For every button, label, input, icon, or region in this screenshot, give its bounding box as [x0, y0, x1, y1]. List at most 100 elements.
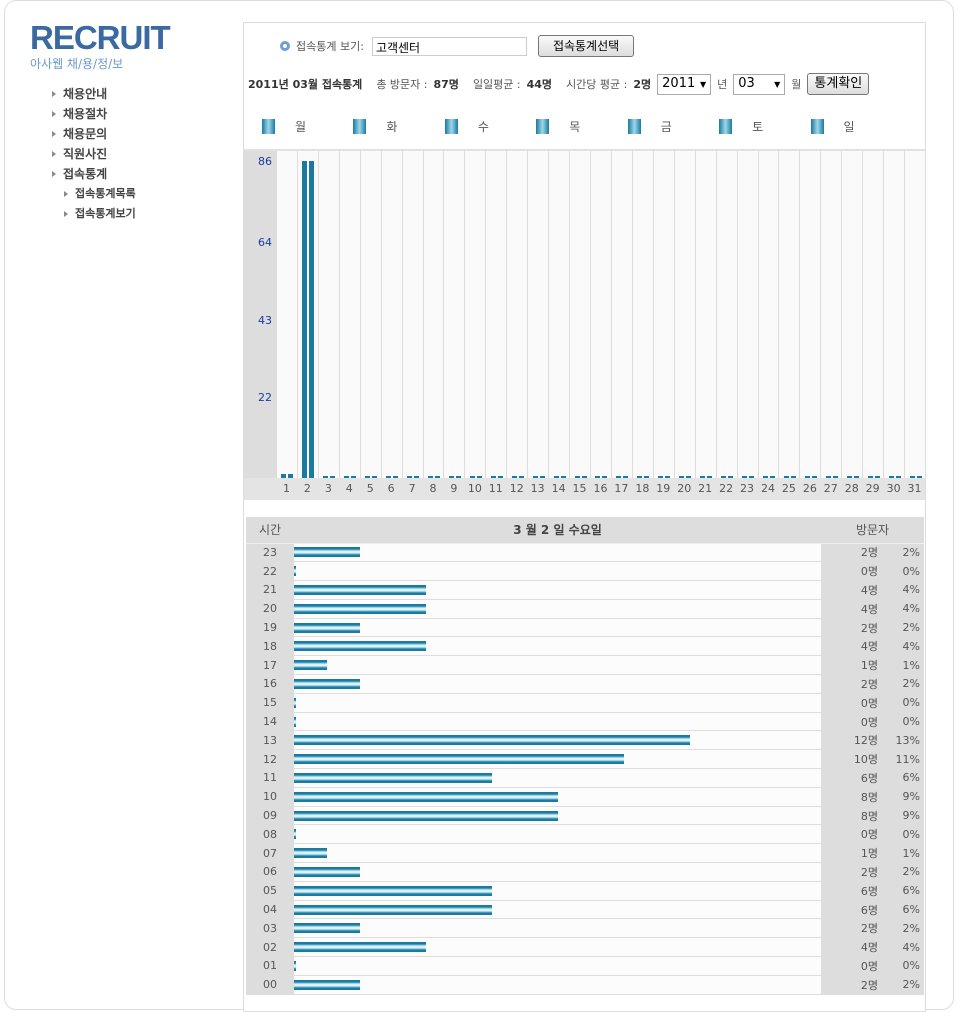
x-tick-label: 14 [551, 482, 566, 495]
pct-cell: 4% [882, 580, 924, 600]
hour-row: 00 2명 2% [246, 975, 924, 995]
day-bar[interactable] [721, 476, 734, 478]
day-bar[interactable] [386, 476, 399, 478]
day-bar[interactable] [846, 476, 859, 478]
hour-cell: 04 [246, 900, 294, 920]
y-tick-label: 43 [258, 313, 272, 327]
legend-label: 수 [477, 120, 489, 134]
day-bar[interactable] [742, 476, 755, 478]
nav-item-stats-view[interactable]: 접속통계보기 [64, 204, 136, 224]
day-bar[interactable] [302, 161, 315, 478]
hour-bar [294, 622, 360, 633]
day-bar[interactable] [365, 476, 378, 478]
day-bar[interactable] [428, 476, 440, 478]
day-column [317, 151, 339, 478]
confirm-stats-button[interactable]: 통계확인 [807, 73, 870, 95]
count-cell: 0명 [821, 824, 882, 845]
radio-view-stats[interactable] [280, 41, 290, 51]
day-bar[interactable] [407, 476, 420, 478]
nav-item-recruit-process[interactable]: 채용절차 [52, 104, 136, 124]
count-cell: 1명 [821, 655, 882, 676]
year-select[interactable]: 2011 [657, 73, 712, 95]
day-column [569, 151, 591, 478]
day-column [862, 151, 884, 478]
month-select[interactable]: 03 [733, 73, 786, 95]
bar-cell [294, 843, 821, 864]
hour-cell: 20 [246, 599, 294, 619]
hour-cell: 19 [246, 618, 294, 638]
x-tick-label: 10 [467, 482, 482, 495]
day-bar[interactable] [553, 476, 566, 478]
x-tick-label: 16 [593, 482, 608, 495]
hour-row: 04 6명 6% [246, 900, 924, 920]
nav-item-staff-photos[interactable]: 직원사진 [52, 144, 136, 164]
day-bar[interactable] [344, 476, 357, 478]
x-tick-label: 4 [345, 482, 353, 495]
hour-bar [294, 697, 296, 708]
day-bar[interactable] [909, 476, 922, 478]
pct-cell: 1% [882, 655, 924, 676]
day-bar[interactable] [511, 476, 524, 478]
count-cell: 2명 [821, 862, 882, 882]
day-bar[interactable] [616, 476, 629, 478]
day-bar[interactable] [783, 476, 796, 478]
hour-row: 11 6명 6% [246, 768, 924, 788]
pct-cell: 13% [882, 730, 924, 751]
hour-bar [294, 716, 296, 727]
day-bar[interactable] [574, 476, 587, 478]
count-cell: 0명 [821, 956, 882, 976]
hour-cell: 13 [246, 730, 294, 751]
x-tick-label: 11 [488, 482, 503, 495]
legend-label: 토 [752, 120, 764, 134]
day-bar[interactable] [825, 476, 838, 478]
day-bar[interactable] [281, 474, 294, 478]
select-stats-button[interactable]: 접속통계선택 [537, 35, 635, 57]
day-bar[interactable] [679, 476, 692, 478]
day-column [276, 151, 297, 478]
day-column [778, 151, 800, 478]
x-tick-label: 3 [324, 482, 332, 495]
count-cell: 4명 [821, 580, 882, 600]
day-bar[interactable] [762, 476, 775, 478]
count-cell: 2명 [821, 543, 882, 563]
hour-cell: 22 [246, 561, 294, 582]
hour-row: 14 0명 0% [246, 712, 924, 732]
day-bar[interactable] [867, 476, 880, 478]
day-bar[interactable] [637, 476, 650, 478]
nav-item-recruit-inquiry[interactable]: 채용문의 [52, 124, 136, 144]
hour-cell: 16 [246, 674, 294, 694]
day-bar[interactable] [448, 476, 461, 478]
legend-swatch-icon [262, 119, 275, 134]
bar-cell [294, 956, 821, 976]
day-bar[interactable] [804, 476, 817, 478]
nav-item-access-stats[interactable]: 접속통계 [52, 164, 136, 184]
day-bar[interactable] [469, 476, 482, 478]
bar-cell [294, 787, 821, 807]
count-cell: 0명 [821, 712, 882, 732]
hour-bar [294, 660, 327, 671]
day-bar[interactable] [888, 476, 901, 478]
nav-item-recruit-info[interactable]: 채용안내 [52, 84, 136, 104]
day-bar[interactable] [700, 476, 713, 478]
day-bar[interactable] [323, 476, 336, 478]
bar-cell [294, 580, 821, 600]
hour-row: 17 1명 1% [246, 655, 924, 676]
day-bar[interactable] [595, 476, 608, 478]
year-unit: 년 [717, 78, 728, 91]
nav-item-stats-list[interactable]: 접속통계목록 [64, 184, 136, 204]
hour-bar [294, 678, 360, 689]
legend-label: 목 [569, 120, 581, 134]
day-bar[interactable] [532, 476, 545, 478]
hour-bar [294, 566, 296, 577]
day-bar[interactable] [490, 476, 503, 478]
day-column [380, 151, 402, 478]
logo[interactable]: RECRUIT 아사웹 채/용/정/보 [30, 21, 171, 72]
legend-label: 일 [843, 120, 855, 134]
view-input[interactable]: 고객센터 [371, 36, 527, 56]
x-tick-label: 6 [387, 482, 395, 495]
day-column [359, 151, 381, 478]
x-tick-label: 20 [677, 482, 692, 495]
hour-bar [294, 810, 558, 821]
day-bar[interactable] [658, 476, 671, 478]
pct-cell: 6% [882, 768, 924, 788]
